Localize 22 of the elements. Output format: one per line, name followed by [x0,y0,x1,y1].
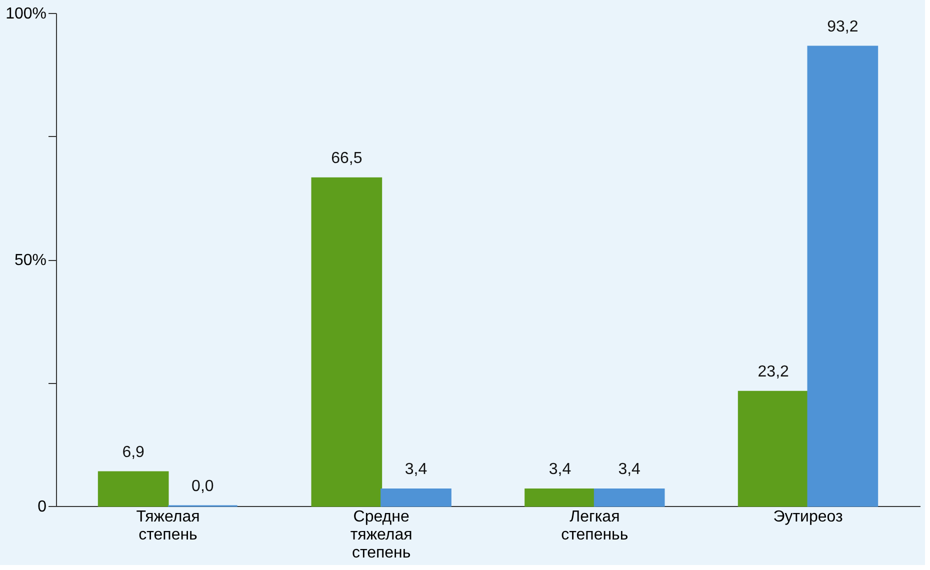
bar [738,390,809,507]
bar [807,46,878,507]
data-label: 3,4 [548,461,572,478]
y-tick-label: 50% [14,252,46,269]
bar [380,488,452,507]
y-tick-label: 0 [38,498,47,516]
data-label: 66,5 [331,150,362,168]
x-tick-label: Тяжелая степень [136,508,200,544]
x-tick-label: Легкая степеньь [561,508,628,544]
data-label: 3,4 [618,461,641,478]
x-tick-label: Эутиреоз [773,508,843,526]
y-tick-label: 100% [6,6,46,22]
data-label: 23,2 [758,364,790,381]
data-label: 0,0 [192,478,214,495]
bar [98,471,169,507]
x-tick-label: Средне тяжелая степень [350,508,412,562]
data-label: 93,2 [827,18,858,36]
bar [311,177,382,507]
bar [524,488,596,507]
bar [594,488,665,507]
data-label: 3,4 [404,461,428,478]
data-label: 6,9 [122,444,145,461]
